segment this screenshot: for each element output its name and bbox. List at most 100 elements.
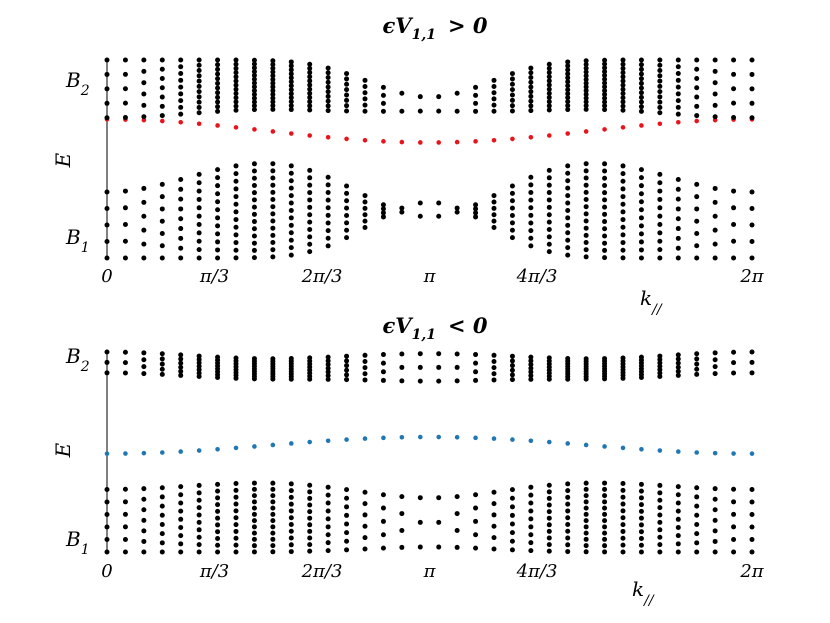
bulk-band-point <box>712 185 718 191</box>
bulk-band-point <box>399 494 405 500</box>
bulk-band-point <box>583 493 589 499</box>
bulk-band-point <box>638 183 644 189</box>
edge-state-point <box>399 435 405 440</box>
bulk-band-point <box>546 482 552 488</box>
bulk-band-point <box>749 71 755 77</box>
bulk-band-point <box>104 255 110 261</box>
bulk-band-point <box>546 95 552 101</box>
bulk-band-point <box>362 512 368 518</box>
bulk-band-point <box>528 369 534 375</box>
bulk-band-point <box>694 485 700 491</box>
bulk-band-point <box>233 163 239 169</box>
edge-state-point <box>583 442 589 448</box>
bulk-band-point <box>251 161 257 167</box>
bulk-band-point <box>565 59 571 65</box>
bulk-band-point <box>638 488 644 494</box>
bulk-band-point <box>251 480 257 486</box>
bulk-band-point <box>141 102 147 108</box>
edge-state-point <box>362 137 368 143</box>
bulk-band-point <box>288 252 294 258</box>
bulk-band-point <box>159 230 165 236</box>
bulk-band-point <box>583 543 589 549</box>
bulk-band-point <box>288 481 294 487</box>
bulk-band-point <box>509 487 515 493</box>
bulk-band-point <box>712 91 718 97</box>
bulk-band-point <box>233 74 239 80</box>
bulk-band-point <box>491 546 497 552</box>
bulk-band-point <box>344 538 350 544</box>
bulk-band-point <box>307 182 313 188</box>
edge-state-point <box>141 117 147 123</box>
bulk-band-point <box>583 161 589 167</box>
bulk-band-point <box>215 549 221 555</box>
bulk-band-point <box>325 373 331 379</box>
bulk-band-point <box>196 497 202 503</box>
bulk-band-point <box>546 219 552 225</box>
bulk-band-point <box>657 57 663 63</box>
bulk-band-point <box>602 69 608 75</box>
bulk-band-point <box>546 522 552 528</box>
x-tick-label: π/3 <box>199 561 229 582</box>
bulk-band-point <box>565 79 571 85</box>
bulk-band-point <box>288 178 294 184</box>
bulk-band-point <box>657 247 663 253</box>
bulk-band-point <box>159 243 165 249</box>
bulk-band-point <box>196 196 202 202</box>
bulk-band-point <box>620 255 626 261</box>
bulk-band-point <box>104 537 110 542</box>
bulk-band-point <box>583 62 589 67</box>
bulk-band-point <box>546 197 552 203</box>
bulk-band-point <box>325 89 331 95</box>
bulk-band-point <box>307 90 313 96</box>
panel-negative: ϵV1,1 < 0 B2 B1 E 0 π/3 2π/3 π 4π/3 2π k// <box>51 313 765 609</box>
bulk-band-point <box>528 197 534 203</box>
bulk-band-point <box>528 532 534 538</box>
bulk-band-point <box>657 94 663 100</box>
bulk-band-point <box>270 95 276 101</box>
bulk-band-point <box>491 225 497 231</box>
bulk-band-point <box>159 521 165 527</box>
bulk-band-point <box>620 217 626 223</box>
bulk-band-point <box>565 488 571 494</box>
bulk-band-point <box>583 103 589 109</box>
bulk-band-point <box>104 359 110 365</box>
bulk-band-point <box>251 88 257 94</box>
edge-state-point <box>620 125 626 130</box>
bulk-band-point <box>694 230 700 236</box>
bulk-band-point <box>251 247 257 253</box>
bulk-band-point <box>583 530 589 536</box>
bulk-band-point <box>270 240 276 246</box>
bulk-band-point <box>749 115 755 121</box>
bulk-band-point <box>620 542 626 548</box>
bulk-band-point <box>196 222 202 228</box>
bulk-band-point <box>546 226 552 232</box>
bulk-band-point <box>546 241 552 247</box>
bulk-band-point <box>602 103 608 109</box>
bulk-band-point <box>233 57 239 63</box>
bulk-band-point <box>251 197 257 203</box>
bulk-band-point <box>473 84 479 90</box>
bulk-band-point <box>491 218 497 224</box>
bulk-band-point <box>694 57 700 63</box>
bulk-band-point <box>565 521 571 527</box>
bulk-band-point <box>528 376 534 382</box>
bulk-band-point <box>509 76 515 82</box>
bulk-band-point <box>159 113 165 119</box>
x-axis-label: k// <box>640 286 663 318</box>
bulk-band-point <box>325 228 331 234</box>
bulk-band-point <box>288 207 294 213</box>
bulk-band-point <box>491 512 497 518</box>
bulk-band-point <box>638 215 644 221</box>
bulk-band-point <box>159 57 165 63</box>
bulk-band-point <box>215 529 221 535</box>
edge-state-point <box>215 446 220 452</box>
bulk-band-point <box>731 100 737 106</box>
bulk-band-point <box>251 255 257 261</box>
bulk-band-point <box>344 530 350 536</box>
bulk-band-point <box>141 371 147 377</box>
bulk-band-point <box>620 57 626 63</box>
bulk-band-point <box>657 542 663 548</box>
bulk-band-point <box>344 504 350 510</box>
bulk-band-point <box>215 231 221 237</box>
bulk-band-point <box>602 480 608 486</box>
